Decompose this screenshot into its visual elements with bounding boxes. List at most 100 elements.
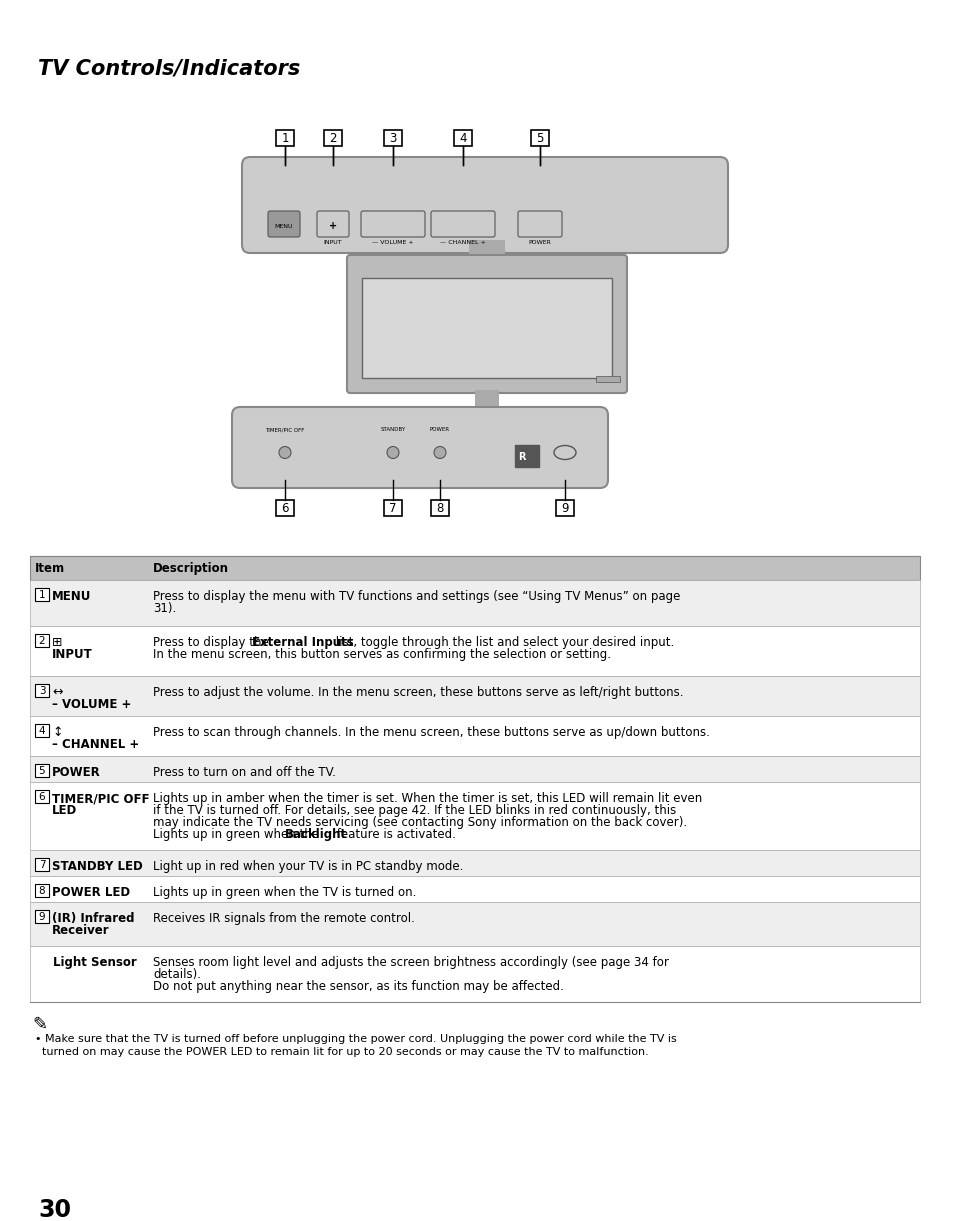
- FancyBboxPatch shape: [431, 211, 495, 237]
- Text: POWER LED: POWER LED: [52, 886, 130, 899]
- Text: Press to adjust the volume. In the menu screen, these buttons serve as left/righ: Press to adjust the volume. In the menu …: [152, 686, 682, 698]
- Bar: [35, 910, 49, 923]
- Text: ✎: ✎: [32, 1016, 47, 1034]
- Bar: [531, 129, 548, 147]
- Text: ↔: ↔: [52, 686, 63, 698]
- Bar: [30, 902, 919, 946]
- Text: 8: 8: [39, 886, 45, 896]
- Text: list, toggle through the list and select your desired input.: list, toggle through the list and select…: [332, 636, 673, 650]
- FancyBboxPatch shape: [268, 211, 299, 237]
- Circle shape: [434, 447, 446, 459]
- Text: POWER: POWER: [528, 241, 551, 245]
- Text: may indicate the TV needs servicing (see contacting Sony information on the back: may indicate the TV needs servicing (see…: [152, 816, 686, 829]
- FancyBboxPatch shape: [360, 211, 424, 237]
- Bar: [35, 790, 49, 803]
- Bar: [596, 376, 619, 382]
- Bar: [30, 716, 919, 756]
- Text: Press to turn on and off the TV.: Press to turn on and off the TV.: [152, 766, 335, 779]
- Bar: [35, 858, 49, 871]
- Bar: [30, 850, 919, 875]
- Text: 8: 8: [436, 503, 443, 515]
- Bar: [30, 756, 919, 781]
- Text: 1: 1: [39, 591, 45, 601]
- Bar: [30, 556, 919, 580]
- Text: Lights up in green when the TV is turned on.: Lights up in green when the TV is turned…: [152, 886, 416, 899]
- Bar: [35, 634, 49, 647]
- Text: 2: 2: [39, 636, 45, 646]
- Bar: [35, 884, 49, 897]
- Text: Receives IR signals from the remote control.: Receives IR signals from the remote cont…: [152, 912, 415, 926]
- Text: Item: Item: [35, 562, 65, 575]
- Text: STANDBY: STANDBY: [380, 427, 405, 432]
- Text: 6: 6: [39, 792, 45, 802]
- Text: Senses room light level and adjusts the screen brightness accordingly (see page : Senses room light level and adjusts the …: [152, 956, 668, 969]
- Ellipse shape: [554, 446, 576, 459]
- FancyBboxPatch shape: [347, 255, 626, 393]
- Bar: [324, 129, 341, 147]
- Bar: [35, 589, 49, 601]
- Text: R: R: [517, 452, 525, 462]
- Text: INPUT: INPUT: [323, 241, 342, 245]
- Text: External Inputs: External Inputs: [252, 636, 354, 650]
- Text: +: +: [329, 221, 336, 231]
- Bar: [35, 724, 49, 737]
- FancyBboxPatch shape: [517, 211, 561, 237]
- Bar: [30, 626, 919, 676]
- Text: 7: 7: [39, 861, 45, 871]
- Bar: [30, 875, 919, 902]
- Text: — CHANNEL +: — CHANNEL +: [439, 241, 485, 245]
- Text: 4: 4: [39, 726, 45, 736]
- Text: In the menu screen, this button serves as confirming the selection or setting.: In the menu screen, this button serves a…: [152, 648, 610, 661]
- Text: if the TV is turned off. For details, see page 42. If the LED blinks in red cont: if the TV is turned off. For details, se…: [152, 803, 676, 817]
- Text: – CHANNEL +: – CHANNEL +: [52, 737, 139, 751]
- Bar: [556, 501, 574, 516]
- Text: MENU: MENU: [52, 590, 91, 603]
- Text: — VOLUME +: — VOLUME +: [372, 241, 414, 245]
- Text: Light up in red when your TV is in PC standby mode.: Light up in red when your TV is in PC st…: [152, 860, 463, 873]
- Text: 3: 3: [389, 133, 396, 145]
- Text: 1: 1: [281, 133, 289, 145]
- Text: – VOLUME +: – VOLUME +: [52, 698, 132, 711]
- Text: feature is activated.: feature is activated.: [333, 828, 456, 841]
- Text: (IR) Infrared: (IR) Infrared: [52, 912, 134, 926]
- Text: • Make sure that the TV is turned off before unplugging the power cord. Unpluggi: • Make sure that the TV is turned off be…: [35, 1034, 676, 1044]
- Bar: [384, 129, 401, 147]
- Bar: [515, 444, 538, 466]
- Text: 9: 9: [560, 503, 568, 515]
- Text: 9: 9: [39, 912, 45, 923]
- Bar: [275, 501, 294, 516]
- Bar: [30, 946, 919, 1002]
- Text: ↕: ↕: [52, 726, 63, 739]
- Text: TIMER/PIC OFF: TIMER/PIC OFF: [52, 792, 150, 805]
- Text: Do not put anything near the sensor, as its function may be affected.: Do not put anything near the sensor, as …: [152, 980, 563, 993]
- Text: 4: 4: [458, 133, 466, 145]
- Polygon shape: [441, 415, 532, 425]
- Bar: [30, 676, 919, 716]
- Text: 3: 3: [39, 686, 45, 696]
- Text: STANDBY LED: STANDBY LED: [52, 860, 143, 873]
- Text: Receiver: Receiver: [52, 924, 110, 937]
- Text: Description: Description: [152, 562, 229, 575]
- Bar: [30, 580, 919, 626]
- Text: POWER: POWER: [52, 766, 101, 779]
- Text: INPUT: INPUT: [52, 648, 92, 661]
- Bar: [361, 278, 612, 379]
- Text: Lights up in green when the: Lights up in green when the: [152, 828, 322, 841]
- Text: Press to display the menu with TV functions and settings (see “Using TV Menus” o: Press to display the menu with TV functi…: [152, 590, 679, 603]
- Text: 5: 5: [39, 767, 45, 777]
- Bar: [35, 764, 49, 777]
- Bar: [469, 241, 504, 258]
- Text: turned on may cause the POWER LED to remain lit for up to 20 seconds or may caus: turned on may cause the POWER LED to rem…: [35, 1046, 648, 1057]
- Text: MENU: MENU: [274, 223, 293, 230]
- Text: TV Controls/Indicators: TV Controls/Indicators: [38, 59, 300, 78]
- Text: TIMER/PIC OFF: TIMER/PIC OFF: [265, 427, 304, 432]
- Text: 2: 2: [329, 133, 336, 145]
- Bar: [431, 501, 449, 516]
- Circle shape: [387, 447, 398, 459]
- Text: ⊞: ⊞: [52, 636, 63, 650]
- Bar: [275, 129, 294, 147]
- Text: POWER: POWER: [430, 427, 450, 432]
- Text: 30: 30: [38, 1198, 71, 1221]
- FancyBboxPatch shape: [232, 407, 607, 488]
- Bar: [454, 129, 472, 147]
